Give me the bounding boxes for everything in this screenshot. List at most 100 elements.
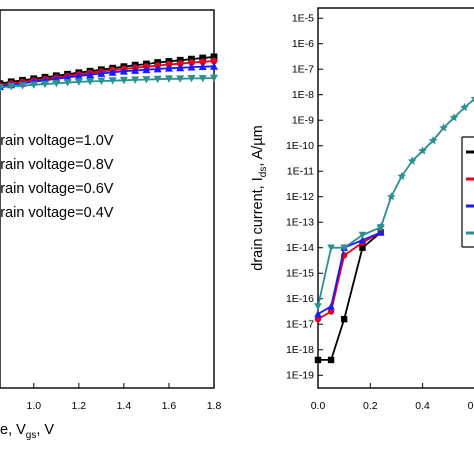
left-data-point <box>131 76 140 84</box>
right-data-point <box>376 222 386 232</box>
left-series-4 <box>0 74 218 92</box>
right-y-tick-label: 1E-7 <box>292 64 314 76</box>
left-data-point <box>176 75 185 83</box>
right-data-point <box>327 356 335 364</box>
right-y-tick-label: 1E-11 <box>287 166 314 178</box>
right-x-tick-label: 0.6 <box>468 400 474 412</box>
left-data-point <box>142 76 151 84</box>
left-data-point <box>18 82 27 90</box>
right-y-tick-label: 1E-14 <box>286 242 314 254</box>
right-series-5 <box>376 96 474 232</box>
left-data-point <box>210 57 218 65</box>
right-data-point <box>359 244 366 251</box>
left-data-point <box>198 62 207 71</box>
left-data-point <box>176 60 184 68</box>
right-data-point <box>439 123 448 132</box>
right-series-line <box>379 98 474 228</box>
right-y-ticks: 1E-5 1E-6 1E-7 1E-8 1E-9 1E-10 1E-11 1E-12 1E-13… <box>286 13 323 382</box>
right-x-tick-label: 0.2 <box>363 400 378 412</box>
left-data-point <box>187 75 196 83</box>
right-y-tick-label: 1E-13 <box>286 217 314 229</box>
left-data-point <box>199 58 207 66</box>
left-data-point <box>210 62 218 70</box>
right-y-tick-label: 1E-8 <box>292 89 314 101</box>
left-x-tick-label: 1.6 <box>162 400 177 412</box>
right-data-point <box>327 302 335 310</box>
right-y-tick-label: 1E-15 <box>286 268 314 280</box>
left-data-point <box>86 78 95 86</box>
right-panel: 1E-5 1E-6 1E-7 1E-8 1E-9 1E-10 1E-11 1E-12 1E-13… <box>250 7 474 412</box>
left-data-point <box>153 64 162 73</box>
right-data-point <box>314 356 322 364</box>
left-data-point <box>131 66 140 74</box>
right-x-tick-label: 0.0 <box>311 400 326 412</box>
left-x-tick-label: 1.4 <box>117 400 132 412</box>
right-data-point <box>314 303 322 311</box>
left-data-point <box>97 77 106 86</box>
left-data-point <box>119 76 128 85</box>
left-data-point <box>188 55 195 63</box>
left-panel: 1.0 1.2 1.4 1.6 1.8 lrain voltage=1.0V lrain … <box>0 9 221 441</box>
right-y-axis-label: drain current, Ids, A/µm <box>250 125 269 270</box>
left-x-tick-label: 1.0 <box>26 400 41 412</box>
right-data-point <box>470 96 474 103</box>
left-series <box>0 53 218 92</box>
left-data-point <box>199 54 207 62</box>
right-series-1 <box>314 229 384 364</box>
left-data-point <box>97 69 106 77</box>
right-data-point <box>358 236 367 244</box>
left-data-point <box>108 68 117 76</box>
left-data-point <box>210 53 218 61</box>
right-y-tick-label: 1E-19 <box>286 370 314 382</box>
left-data-point <box>7 82 16 91</box>
right-data-point <box>340 244 348 252</box>
left-data-point <box>86 70 95 79</box>
right-data-point <box>314 310 322 318</box>
right-y-tick-label: 1E-6 <box>292 38 314 50</box>
right-data-point <box>397 171 407 180</box>
left-data-point <box>52 79 61 88</box>
left-x-tick-label: 1.2 <box>72 400 87 412</box>
left-legend-label: lrain voltage=1.0V <box>0 133 114 149</box>
right-x-ticks: 0.0 0.2 0.4 0.6 <box>311 383 474 412</box>
left-data-point <box>63 73 72 81</box>
right-data-point <box>449 113 459 122</box>
right-data-point <box>358 231 367 239</box>
right-legend-swatches <box>461 136 474 248</box>
right-y-tick-label: 1E-9 <box>292 115 314 127</box>
right-data-point <box>407 156 417 165</box>
left-data-point <box>187 63 196 71</box>
right-data-point <box>314 315 322 323</box>
left-data-point <box>176 63 185 72</box>
left-legend-label: lrain voltage=0.4V <box>0 205 114 221</box>
right-y-tick-label: 1E-18 <box>286 344 314 356</box>
left-data-point <box>0 84 4 92</box>
right-y-tick-label: 1E-10 <box>286 140 314 152</box>
left-x-ticks: 1.0 1.2 1.4 1.6 1.8 <box>26 383 221 412</box>
right-data-point <box>327 244 335 252</box>
left-data-point <box>74 72 83 80</box>
left-legend-label: lrain voltage=0.8V <box>0 157 114 173</box>
left-data-point <box>198 75 207 83</box>
left-x-axis-label: e, Vgs, V <box>0 422 54 441</box>
right-series <box>314 96 474 364</box>
right-x-tick-label: 0.4 <box>415 400 430 412</box>
right-y-tick-label: 1E-12 <box>286 191 314 203</box>
left-data-point <box>153 75 162 84</box>
left-data-point <box>108 77 117 85</box>
right-data-point <box>376 228 385 236</box>
left-data-point <box>188 59 195 66</box>
left-data-point <box>210 74 218 83</box>
right-y-tick-label: 1E-5 <box>292 13 314 25</box>
right-data-point <box>460 102 469 112</box>
right-data-point <box>418 146 427 155</box>
left-plot-frame <box>0 9 215 389</box>
right-plot-frame <box>317 7 474 389</box>
left-x-tick-label: 1.8 <box>207 400 222 412</box>
left-data-point <box>164 64 173 72</box>
right-data-point <box>327 308 335 315</box>
right-y-tick-label: 1E-17 <box>286 319 314 331</box>
left-data-point <box>142 65 151 74</box>
left-legend-label: lrain voltage=0.6V <box>0 181 114 197</box>
left-data-point <box>119 67 128 75</box>
